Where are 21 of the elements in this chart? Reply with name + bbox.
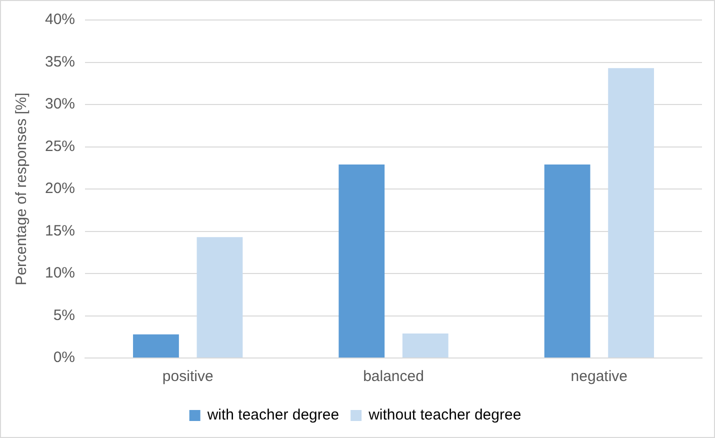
y-tick-label: 0% bbox=[53, 349, 76, 366]
y-tick-label: 15% bbox=[44, 222, 76, 240]
y-axis-title: Percentage of responses [%] bbox=[13, 92, 30, 286]
bar bbox=[544, 164, 590, 358]
bar bbox=[196, 237, 243, 358]
y-tick-label: 10% bbox=[44, 264, 76, 282]
y-tick-label: 20% bbox=[44, 180, 76, 198]
x-tick-label: negative bbox=[570, 368, 628, 386]
bar bbox=[133, 334, 179, 358]
y-tick-label: 25% bbox=[44, 138, 76, 155]
legend-label: without teacher degree bbox=[368, 406, 522, 424]
x-tick-label: balanced bbox=[363, 368, 424, 386]
y-tick-label: 40% bbox=[44, 11, 76, 28]
bar bbox=[338, 164, 385, 358]
legend-label: with teacher degree bbox=[206, 406, 340, 424]
y-tick-label: 30% bbox=[44, 96, 76, 113]
x-tick-label: positive bbox=[162, 368, 214, 386]
bar bbox=[402, 333, 448, 358]
y-tick-label: 5% bbox=[53, 306, 76, 324]
y-tick-label: 35% bbox=[44, 53, 76, 70]
bar bbox=[608, 68, 654, 358]
